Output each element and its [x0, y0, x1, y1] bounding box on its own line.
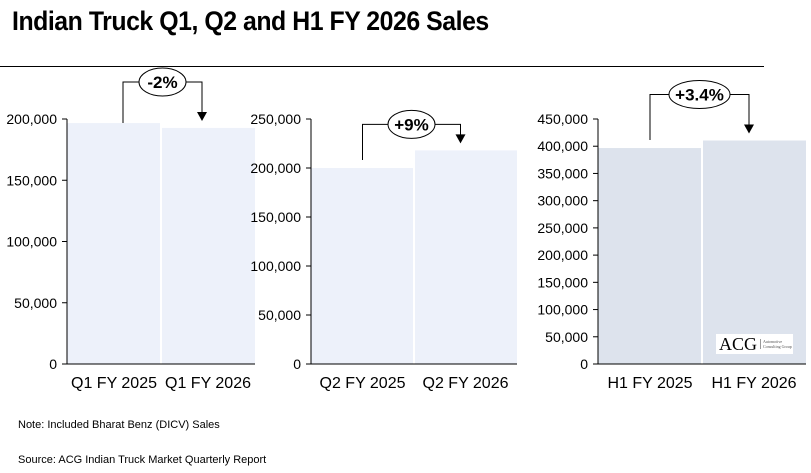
y-tick-label: 50,000 — [545, 329, 588, 345]
title-divider — [0, 66, 764, 67]
change-label: +9% — [394, 115, 429, 134]
y-tick-label: 150,000 — [537, 274, 588, 290]
acg-logo: ACG Automotive Consulting Group — [716, 334, 793, 354]
bar — [703, 140, 806, 364]
x-tick-label: H1 FY 2026 — [711, 375, 796, 392]
bar — [598, 148, 701, 364]
note: Note: Included Bharat Benz (DICV) Sales — [18, 419, 220, 431]
change-label: +3.4% — [675, 86, 724, 105]
logo-subtext: Automotive Consulting Group — [760, 339, 793, 349]
y-tick-label: 250,000 — [537, 220, 588, 236]
x-tick-label: H1 FY 2025 — [607, 375, 692, 392]
x-tick-label: Q1 FY 2026 — [165, 375, 251, 392]
x-tick-label: Q2 FY 2025 — [320, 375, 406, 392]
change-badge — [668, 80, 731, 110]
y-tick-label: 50,000 — [258, 307, 301, 323]
y-tick-label: 150,000 — [250, 209, 301, 225]
change-badge — [138, 67, 187, 97]
arrow-head — [744, 124, 754, 134]
y-tick-label: 100,000 — [6, 234, 57, 250]
arrow-head — [455, 134, 466, 144]
page-title: Indian Truck Q1, Q2 and H1 FY 2026 Sales — [12, 6, 489, 36]
bar — [415, 150, 517, 364]
y-tick-label: 0 — [49, 356, 57, 372]
bar — [67, 123, 160, 364]
y-tick-label: 200,000 — [250, 160, 301, 176]
charts: Q1 FY 2025 Q1 FY 2026 0 50,000 100,000 150,00… — [6, 67, 806, 392]
y-tick-label: 150,000 — [6, 172, 57, 188]
logo-text: ACG — [719, 333, 758, 354]
bar — [162, 127, 255, 364]
bar — [311, 168, 413, 364]
y-tick-label: 0 — [293, 356, 301, 372]
arrow-head — [197, 111, 207, 121]
x-tick-label: Q1 FY 2025 — [71, 375, 157, 392]
y-tick-label: 450,000 — [537, 111, 588, 127]
y-tick-label: 250,000 — [250, 111, 301, 127]
change-label: -2% — [147, 73, 177, 92]
y-tick-label: 300,000 — [537, 193, 588, 209]
y-tick-label: 100,000 — [537, 302, 588, 318]
source: Source: ACG Indian Truck Market Quarterl… — [18, 454, 267, 466]
y-tick-label: 0 — [580, 356, 588, 372]
y-tick-label: 100,000 — [250, 258, 301, 274]
y-tick-label: 350,000 — [537, 165, 588, 181]
y-tick-label: 200,000 — [6, 111, 57, 127]
y-tick-label: 50,000 — [14, 295, 57, 311]
y-tick-label: 200,000 — [537, 247, 588, 263]
change-badge — [387, 109, 436, 139]
y-tick-label: 400,000 — [537, 138, 588, 154]
x-tick-label: Q2 FY 2026 — [423, 375, 509, 392]
